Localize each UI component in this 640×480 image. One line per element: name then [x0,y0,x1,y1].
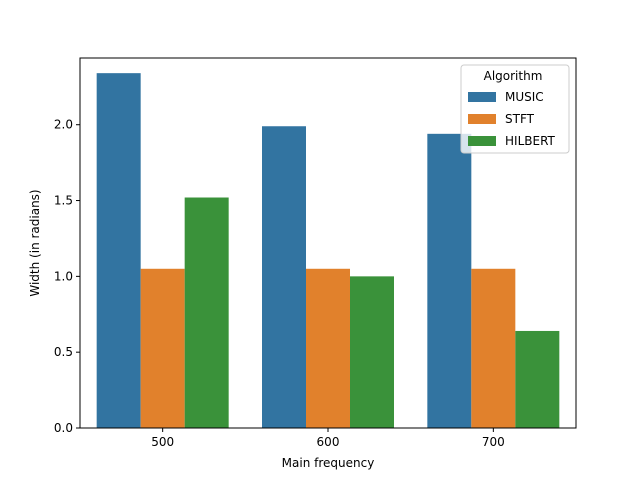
x-axis-label: Main frequency [282,456,375,470]
legend-label-stft: STFT [505,112,535,126]
bar-music-600 [262,126,306,429]
bar-stft-600 [306,268,350,428]
legend-label-music: MUSIC [505,90,544,104]
x-tick-label: 500 [151,435,174,449]
bar-music-500 [96,73,141,428]
x-axis: 500 600 700 [151,428,505,449]
bar-hilbert-500 [184,197,229,428]
y-tick-label: 0.0 [54,421,73,435]
legend: Algorithm MUSIC STFT HILBERT [460,64,570,154]
legend-title: Algorithm [484,69,543,83]
y-axis: 0.0 0.5 1.0 1.5 2.0 [54,118,80,435]
bar-music-700 [427,133,472,428]
y-tick-label: 1.5 [54,194,73,208]
bars-group [96,73,560,429]
y-tick-label: 0.5 [54,345,73,359]
y-tick-label: 2.0 [54,118,73,132]
y-tick-label: 1.0 [54,269,73,283]
x-tick-label: 600 [317,435,340,449]
y-axis-label: Width (in radians) [28,189,42,296]
bar-hilbert-600 [350,276,394,428]
legend-box [460,64,570,154]
bar-stft-700 [471,268,516,428]
legend-swatch-stft [468,114,496,124]
legend-swatch-hilbert [468,136,496,146]
x-tick-label: 700 [482,435,505,449]
legend-swatch-music [468,92,496,102]
bar-stft-500 [140,268,185,428]
bar-hilbert-700 [515,330,560,428]
legend-label-hilbert: HILBERT [505,134,556,148]
